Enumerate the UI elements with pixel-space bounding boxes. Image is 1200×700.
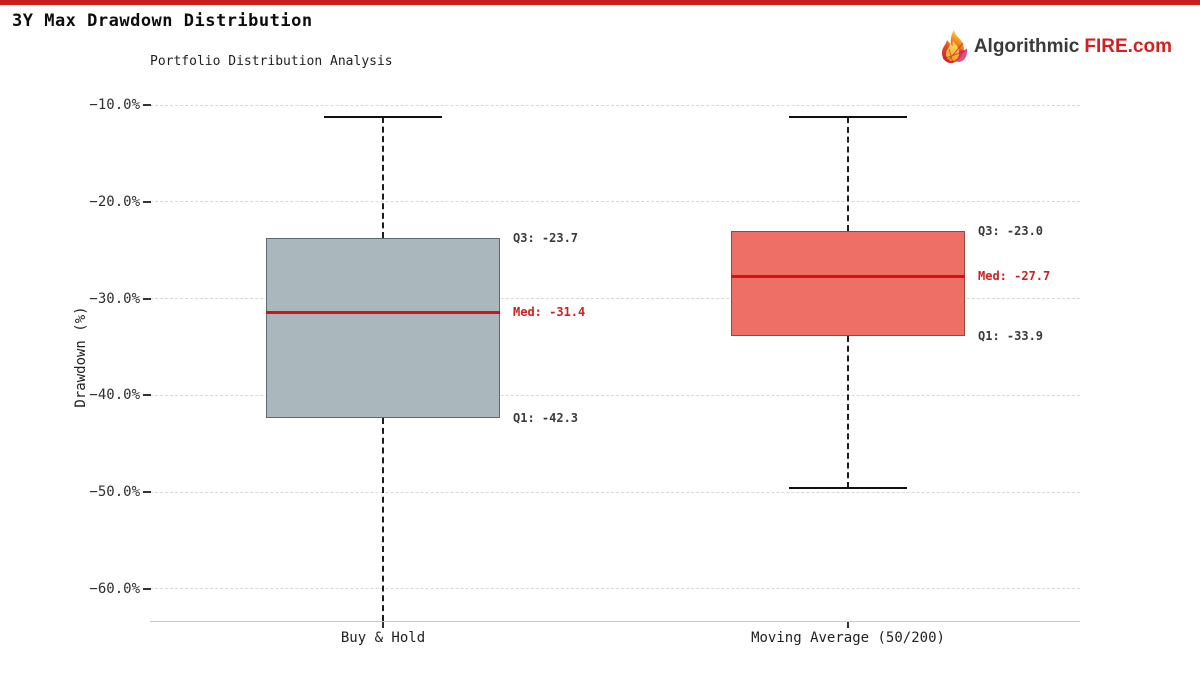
y-tick-mark: [143, 587, 151, 590]
gridline: [150, 491, 1080, 493]
q3-annotation: Q3: -23.0: [978, 223, 1044, 238]
lower-whisker: [382, 417, 384, 621]
gridline: [150, 394, 1080, 396]
brand-logo: Algorithmic FIRE.com: [939, 29, 1172, 65]
gridline: [150, 298, 1080, 299]
gridline: [150, 104, 1080, 106]
x-tick-mark: [382, 622, 384, 628]
upper-whisker-cap: [789, 115, 907, 118]
lower-whisker-cap: [789, 487, 907, 490]
accent-top-bar: [0, 0, 1200, 5]
x-tick-label: Moving Average (50/200): [751, 630, 945, 646]
lower-whisker: [847, 336, 849, 489]
x-tick-label: Buy & Hold: [340, 630, 426, 646]
q1-annotation: Q1: -42.3: [513, 410, 579, 425]
box: [731, 230, 965, 337]
y-tick-mark: [143, 200, 151, 203]
y-tick-mark: [143, 394, 151, 397]
median-annotation: Med: -31.4: [513, 305, 586, 320]
logo-text-accent: FIRE.com: [1084, 36, 1172, 57]
upper-whisker-cap: [324, 115, 442, 118]
x-axis-line: [150, 621, 1080, 622]
median-annotation: Med: -27.7: [978, 269, 1051, 284]
y-tick-label: −30.0%: [89, 290, 140, 307]
x-tick-mark: [847, 622, 849, 628]
y-tick-mark: [143, 104, 151, 106]
median-line: [731, 274, 965, 278]
y-tick-mark: [143, 491, 151, 493]
q1-annotation: Q1: -33.9: [978, 329, 1044, 344]
box: [266, 237, 500, 418]
upper-whisker: [847, 116, 849, 231]
page-title: 3Y Max Drawdown Distribution: [12, 11, 313, 31]
gridline: [150, 588, 1080, 590]
y-tick-mark: [143, 297, 151, 300]
y-tick-label: −20.0%: [89, 193, 140, 210]
y-tick-label: −60.0%: [89, 580, 140, 597]
flame-icon: [941, 30, 968, 64]
chart-subtitle: Portfolio Distribution Analysis: [150, 54, 393, 69]
median-line: [266, 310, 500, 314]
y-tick-label: −40.0%: [89, 387, 140, 404]
logo-text-primary: Algorithmic: [973, 36, 1080, 57]
q3-annotation: Q3: -23.7: [513, 230, 579, 245]
y-tick-label: −50.0%: [89, 484, 140, 500]
y-tick-label: −10.0%: [89, 97, 140, 113]
gridline: [150, 201, 1080, 203]
upper-whisker: [382, 116, 384, 238]
